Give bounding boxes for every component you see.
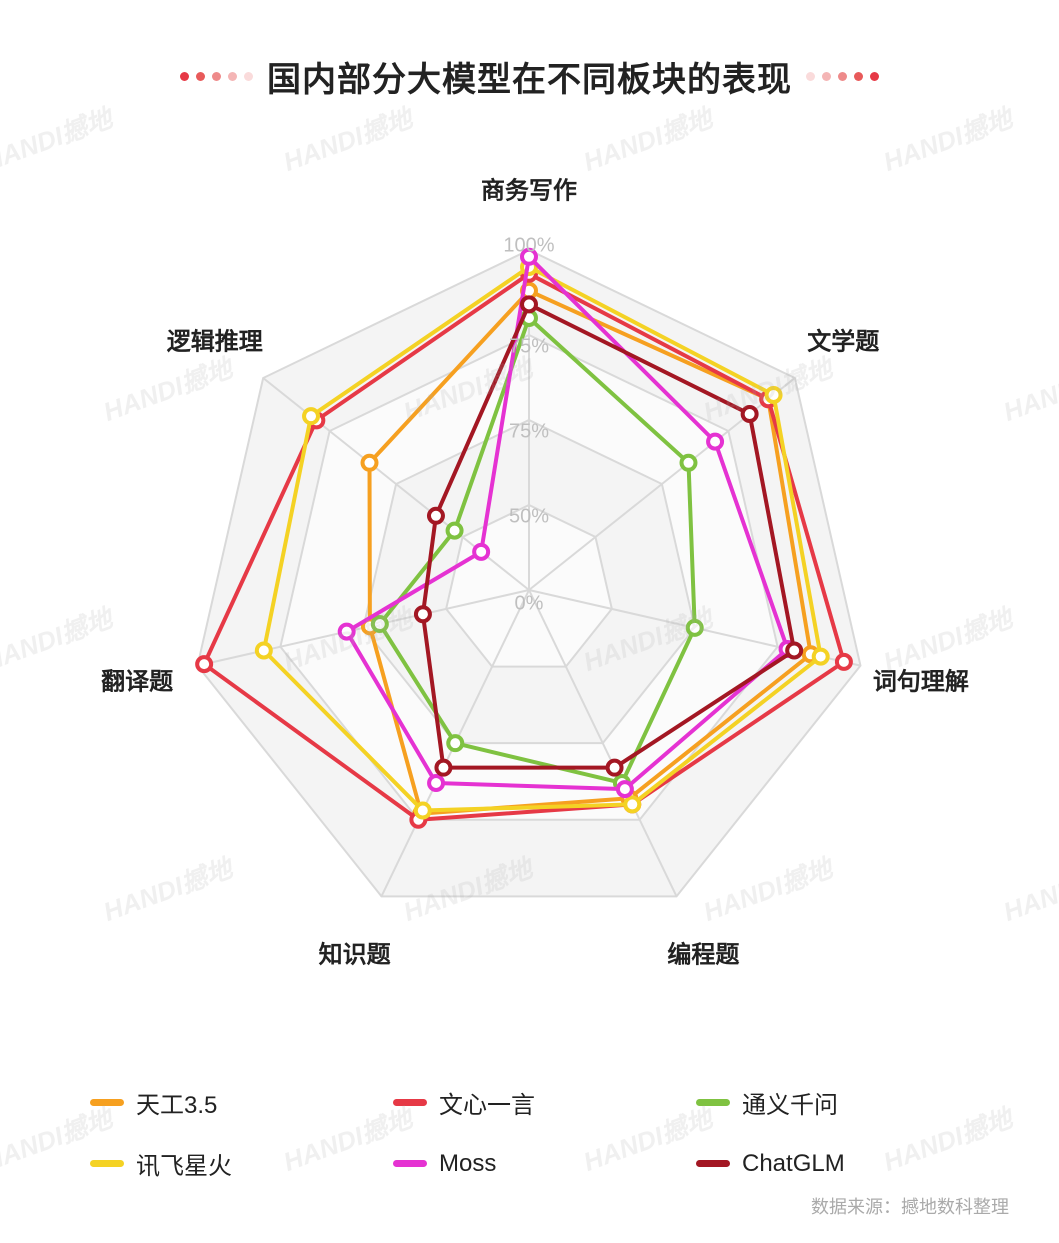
ring-label: 50% <box>509 506 549 529</box>
legend-label: Moss <box>439 1150 496 1178</box>
legend-swatch <box>90 1160 124 1167</box>
axis-label: 词句理解 <box>873 662 969 697</box>
ring-label: 0% <box>515 593 544 616</box>
axis-label: 知识题 <box>319 935 391 970</box>
legend-item: 文心一言 <box>393 1085 696 1120</box>
legend-label: 讯飞星火 <box>136 1146 232 1181</box>
axis-label: 翻译题 <box>101 662 173 697</box>
legend-swatch <box>393 1160 427 1167</box>
legend-label: 通义千问 <box>742 1085 838 1120</box>
legend-item: ChatGLM <box>696 1146 999 1181</box>
legend-label: ChatGLM <box>742 1150 845 1178</box>
legend-swatch <box>393 1099 427 1106</box>
axis-label: 文学题 <box>807 322 879 357</box>
legend-label: 文心一言 <box>439 1085 535 1120</box>
ring-label: 75% <box>509 421 549 444</box>
legend-swatch <box>696 1099 730 1106</box>
source-attribution: 数据来源：撼地数科整理 <box>811 1193 1009 1219</box>
legend-item: 天工3.5 <box>90 1085 393 1120</box>
axis-label: 编程题 <box>667 935 739 970</box>
legend-swatch <box>90 1099 124 1106</box>
legend-item: Moss <box>393 1146 696 1181</box>
legend-swatch <box>696 1160 730 1167</box>
legend-label: 天工3.5 <box>136 1085 217 1120</box>
legend-item: 通义千问 <box>696 1085 999 1120</box>
legend-item: 讯飞星火 <box>90 1146 393 1181</box>
ring-label: 75% <box>509 336 549 359</box>
ring-label: 100% <box>503 235 554 258</box>
axis-label: 逻辑推理 <box>167 322 263 357</box>
axis-label: 商务写作 <box>481 171 577 206</box>
legend: 天工3.5 文心一言 通义千问讯飞星火 Moss ChatGLM <box>90 1085 999 1181</box>
